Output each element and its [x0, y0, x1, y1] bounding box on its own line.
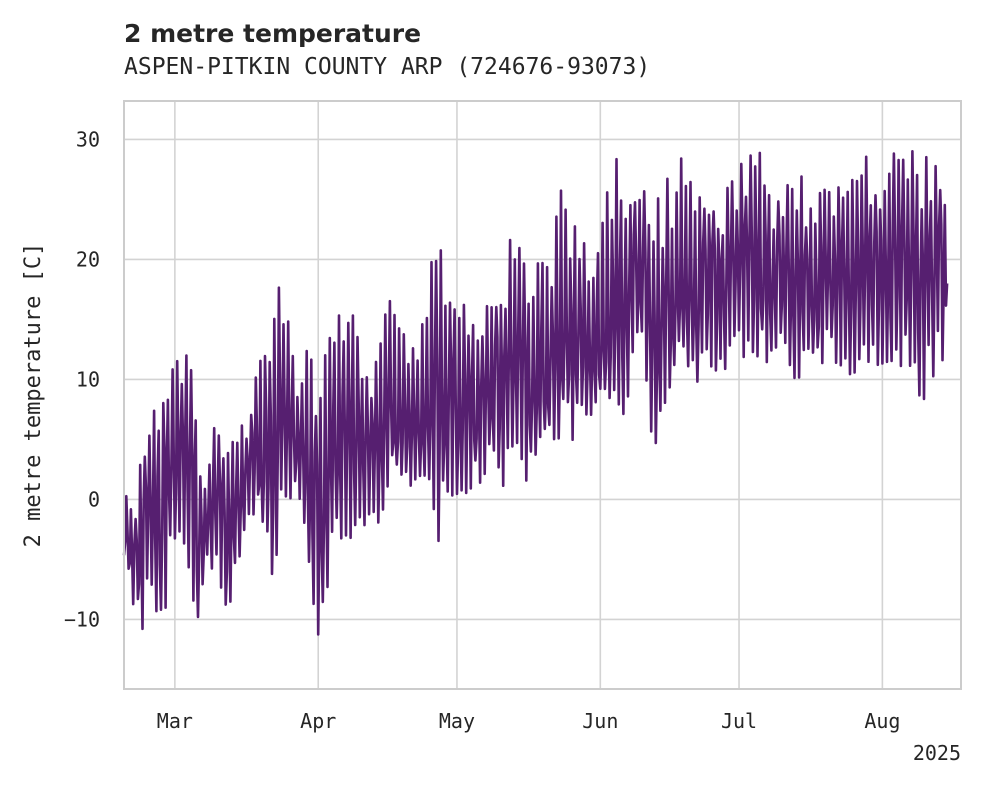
x-tick-label: Mar [157, 709, 193, 733]
y-tick-label: 20 [76, 247, 100, 271]
temperature-series-line [122, 150, 949, 636]
y-tick-labels: −10 0 10 20 30 [64, 127, 100, 631]
chart-subtitle: ASPEN-PITKIN COUNTY ARP (724676-93073) [124, 54, 650, 80]
plot-frame [123, 100, 962, 690]
x-tick-labels: Mar Apr May Jun Jul Aug [157, 709, 901, 733]
x-tick-label: May [439, 709, 475, 733]
y-tick-label: 0 [88, 487, 100, 511]
x-gridlines [174, 101, 884, 689]
x-tick-label: Jul [721, 709, 757, 733]
x-tick-label: Jun [582, 709, 618, 733]
x-tick-label: Aug [864, 709, 900, 733]
chart-title: 2 metre temperature [124, 19, 421, 48]
y-tick-label: 10 [76, 367, 100, 391]
x-offset-label: 2025 [913, 741, 961, 765]
y-tick-label: 30 [76, 127, 100, 151]
series-layer [122, 150, 949, 636]
y-axis-label: 2 metre temperature [C] [21, 243, 46, 548]
y-tick-label: −10 [64, 607, 100, 631]
x-tick-label: Apr [300, 709, 336, 733]
